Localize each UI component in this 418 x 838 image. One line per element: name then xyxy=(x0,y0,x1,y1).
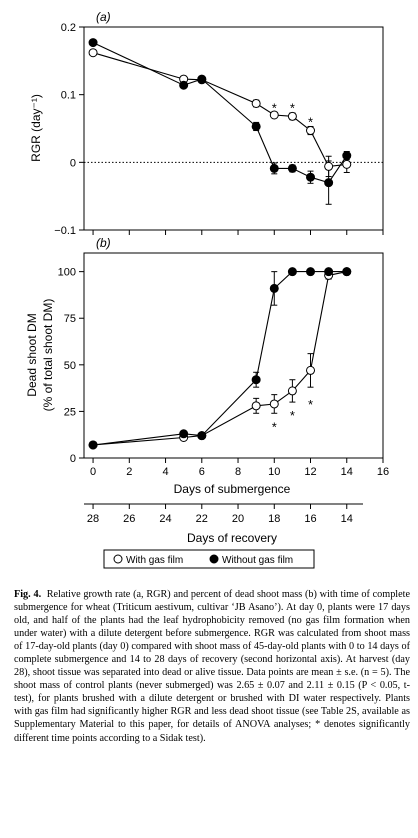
legend: With gas film Without gas film xyxy=(103,549,315,569)
data-point-without-gas-film xyxy=(88,440,98,450)
recovery-tick-label: 28 xyxy=(87,513,99,525)
panel-a-y-axis-label: RGR (day⁻¹) xyxy=(29,94,43,162)
y-tick-label: 75 xyxy=(64,313,76,325)
data-point-without-gas-film xyxy=(287,163,297,173)
data-point-with-gas-film xyxy=(287,386,297,396)
panel-a-frame xyxy=(83,26,384,231)
caption-text: Relative growth rate (a, RGR) and percen… xyxy=(14,589,411,744)
data-point-with-gas-film xyxy=(269,110,279,120)
recovery-tick-label: 18 xyxy=(268,513,280,525)
legend-with-gas-film: With gas film xyxy=(126,555,183,566)
data-point-with-gas-film xyxy=(251,401,261,411)
data-point-without-gas-film xyxy=(324,178,334,188)
panel-a-x-ticks xyxy=(92,230,384,235)
data-point-without-gas-film xyxy=(342,151,352,161)
data-point-without-gas-film xyxy=(197,74,207,84)
panel-a-label: (a) xyxy=(96,10,111,24)
data-point-without-gas-film xyxy=(251,375,261,385)
legend-box xyxy=(103,549,315,569)
x-tick-label: 10 xyxy=(268,466,280,478)
series-line xyxy=(93,271,347,446)
y-tick-label: 25 xyxy=(64,406,76,418)
x-tick-label: 4 xyxy=(162,466,168,478)
y-tick-label: −0.1 xyxy=(54,225,76,237)
panel-a-significance-marks: * * * xyxy=(272,101,313,130)
y-tick-label: 0 xyxy=(70,157,76,169)
data-point-with-gas-film xyxy=(342,159,352,169)
data-point-without-gas-film xyxy=(251,121,261,131)
data-point-without-gas-film xyxy=(269,283,279,293)
data-point-without-gas-film xyxy=(179,429,189,439)
recovery-tick-label: 20 xyxy=(232,513,244,525)
recovery-tick-label: 26 xyxy=(123,513,135,525)
x-tick-label: 2 xyxy=(126,466,132,478)
data-point-with-gas-film xyxy=(306,365,316,375)
x-tick-label: 0 xyxy=(90,466,96,478)
recovery-tick-label: 16 xyxy=(304,513,316,525)
panel-a-y-ticks: 0.2 0.1 0 −0.1 xyxy=(54,22,84,237)
panel-b-label: (b) xyxy=(96,236,111,250)
panel-b-significance-marks: * * * xyxy=(272,397,313,434)
panel-b-x-ticks: 0 2 4 6 8 10 12 14 16 xyxy=(90,458,389,478)
significance-asterisk: * xyxy=(308,115,313,130)
y-tick-label: 0.1 xyxy=(61,90,76,102)
data-point-without-gas-film xyxy=(324,267,334,277)
x-tick-label: 12 xyxy=(304,466,316,478)
panel-a-series xyxy=(88,38,352,205)
panel-a: (a) 0.2 0.1 0 −0.1 RGR (day⁻¹) * * * xyxy=(29,10,384,237)
y-tick-label: 0 xyxy=(70,453,76,465)
data-point-with-gas-film xyxy=(269,399,279,409)
data-point-with-gas-film xyxy=(324,161,334,171)
data-point-without-gas-film xyxy=(88,38,98,48)
series-line xyxy=(93,271,347,446)
figure-label: Fig. 4. xyxy=(14,589,42,600)
recovery-tick-label: 24 xyxy=(159,513,171,525)
significance-asterisk: * xyxy=(290,101,295,116)
y-tick-label: 100 xyxy=(58,267,76,279)
recovery-tick-label: 22 xyxy=(196,513,208,525)
y-tick-label: 50 xyxy=(64,360,76,372)
series-line xyxy=(92,52,347,167)
data-point-with-gas-film xyxy=(306,126,316,136)
significance-asterisk: * xyxy=(272,419,277,434)
data-point-with-gas-film xyxy=(88,48,98,58)
panel-b-frame xyxy=(83,252,384,459)
legend-without-gas-film: Without gas film xyxy=(222,555,293,566)
panel-b-y-axis-label: Dead shoot DM xyxy=(25,313,39,396)
panel-b-y-axis-label-2: (% of total shoot DM) xyxy=(41,299,55,412)
panel-b-y-ticks: 0 25 50 75 100 xyxy=(58,267,84,465)
data-point-without-gas-film xyxy=(306,172,316,182)
x-axis-label-recovery: Days of recovery xyxy=(187,531,277,545)
significance-asterisk: * xyxy=(308,397,313,412)
data-point-without-gas-film xyxy=(269,163,279,173)
data-point-without-gas-film xyxy=(287,267,297,277)
significance-asterisk: * xyxy=(290,408,295,423)
panel-b-series xyxy=(88,267,352,450)
legend-open-circle-marker xyxy=(113,554,123,564)
legend-filled-circle-marker xyxy=(209,554,219,564)
data-point-without-gas-film xyxy=(306,267,316,277)
significance-asterisk: * xyxy=(272,101,277,116)
x-tick-label: 16 xyxy=(377,466,389,478)
data-point-without-gas-film xyxy=(179,80,189,90)
x-tick-label: 14 xyxy=(341,466,353,478)
recovery-axis-ticks: 28 26 24 22 20 18 16 14 xyxy=(87,504,353,525)
x-tick-label: 8 xyxy=(235,466,241,478)
data-point-with-gas-film xyxy=(287,111,297,121)
data-point-with-gas-film xyxy=(251,98,261,108)
data-point-without-gas-film xyxy=(342,267,352,277)
panel-b: (b) 0 25 50 75 100 0 2 4 6 8 10 12 14 16 Dead shoot … xyxy=(25,236,389,496)
data-point-without-gas-film xyxy=(197,431,207,441)
x-axis-label-submergence: Days of submergence xyxy=(174,482,291,496)
figure-caption: Fig. 4. Relative growth rate (a, RGR) an… xyxy=(14,588,410,745)
recovery-axis: 28 26 24 22 20 18 16 14 Days of recovery xyxy=(84,503,363,545)
y-tick-label: 0.2 xyxy=(61,22,76,34)
recovery-tick-label: 14 xyxy=(341,513,353,525)
x-tick-label: 6 xyxy=(199,466,205,478)
